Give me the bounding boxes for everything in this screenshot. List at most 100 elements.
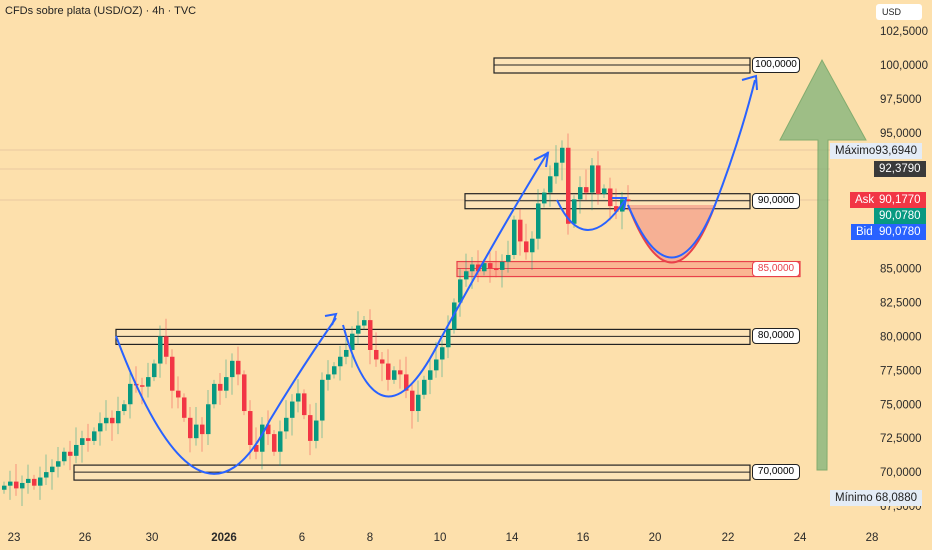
- candle: [290, 401, 295, 418]
- candle: [440, 347, 445, 360]
- candle: [614, 206, 619, 212]
- candle: [458, 279, 463, 303]
- candle: [218, 383, 223, 391]
- candle: [212, 383, 217, 405]
- y-tick-label: 82,5000: [880, 297, 922, 309]
- x-tick-label: 2026: [211, 532, 237, 544]
- candle: [350, 333, 355, 350]
- candle: [434, 359, 439, 371]
- candle: [464, 271, 469, 280]
- y-tick-label: 95,0000: [880, 128, 922, 140]
- candle: [326, 374, 331, 380]
- level-label: 90,0000: [752, 192, 800, 209]
- candle: [560, 147, 565, 163]
- candle: [164, 336, 169, 357]
- candle: [182, 397, 187, 418]
- candle: [422, 379, 427, 395]
- candle: [518, 219, 523, 242]
- candle: [482, 263, 487, 272]
- currency-button[interactable]: USD: [876, 4, 922, 20]
- candle: [596, 165, 601, 194]
- x-tick-label: 10: [434, 532, 447, 544]
- candle: [296, 393, 301, 402]
- candle: [548, 176, 553, 193]
- projection-curve: [627, 79, 756, 259]
- candle: [80, 438, 85, 445]
- level-label: 85,0000: [752, 260, 800, 277]
- candle: [74, 444, 79, 456]
- candle: [230, 360, 235, 378]
- x-tick-label: 20: [649, 532, 662, 544]
- candle: [254, 444, 259, 452]
- y-tick-label: 70,0000: [880, 467, 922, 479]
- candle: [146, 377, 151, 387]
- candle: [122, 404, 127, 412]
- candle: [374, 349, 379, 360]
- candle: [368, 320, 373, 350]
- candle: [572, 199, 577, 224]
- candle: [488, 263, 493, 269]
- candle: [188, 417, 193, 439]
- x-tick-label: 6: [299, 532, 305, 544]
- min-price-tag: Mínimo 68,0880: [830, 490, 922, 506]
- candle: [302, 393, 307, 416]
- candle: [176, 390, 181, 398]
- candle: [44, 472, 49, 478]
- chart-title: CFDs sobre plata (USD/OZ) · 4h · TVC: [5, 5, 197, 17]
- candle: [26, 478, 31, 483]
- candle: [332, 366, 337, 375]
- candle: [626, 199, 631, 201]
- arrow-head-icon: [324, 312, 338, 326]
- candle: [584, 187, 589, 193]
- x-tick-label: 28: [866, 532, 879, 544]
- candle: [116, 411, 121, 424]
- candle: [602, 188, 607, 194]
- candle: [200, 424, 205, 435]
- candle: [428, 370, 433, 380]
- candle: [308, 415, 313, 441]
- candle: [278, 431, 283, 452]
- x-tick-label: 26: [79, 532, 92, 544]
- candle: [98, 423, 103, 432]
- candle: [506, 254, 511, 262]
- x-tick-label: 14: [506, 532, 519, 544]
- y-tick-label: 75,0000: [880, 399, 922, 411]
- candle: [542, 192, 547, 204]
- candle: [32, 478, 37, 486]
- last-price-tag: 92,3790: [874, 161, 926, 177]
- curve-3: [556, 199, 626, 231]
- candle: [14, 481, 19, 489]
- candle: [590, 165, 595, 193]
- candle: [170, 356, 175, 391]
- y-tick-label: 97,5000: [880, 94, 922, 106]
- y-tick-label: 72,5000: [880, 433, 922, 445]
- x-tick-label: 23: [8, 532, 21, 544]
- candle: [380, 359, 385, 364]
- candle: [314, 420, 319, 441]
- bid-label: Bid: [851, 224, 878, 240]
- candle: [224, 377, 229, 391]
- candle: [50, 466, 55, 473]
- x-tick-label: 22: [722, 532, 735, 544]
- y-tick-label: 77,5000: [880, 365, 922, 377]
- candle: [128, 383, 133, 405]
- y-tick-label: 102,5000: [880, 26, 928, 38]
- candle: [272, 434, 277, 452]
- arrow-head-icon: [741, 74, 758, 91]
- candle: [68, 451, 73, 456]
- candle: [404, 374, 409, 391]
- candle: [320, 379, 325, 421]
- ask-label: Ask: [850, 192, 880, 208]
- candle: [338, 356, 343, 367]
- candle: [524, 241, 529, 253]
- candle: [242, 374, 247, 412]
- candle: [20, 482, 25, 489]
- y-tick-label: 85,0000: [880, 264, 922, 276]
- candle: [260, 424, 265, 452]
- candle: [236, 360, 241, 375]
- candle: [362, 320, 367, 326]
- y-tick-label: 100,0000: [880, 60, 928, 72]
- candle: [578, 187, 583, 200]
- big-up-arrow-icon: [779, 58, 867, 471]
- level-label: 70,0000: [752, 464, 800, 481]
